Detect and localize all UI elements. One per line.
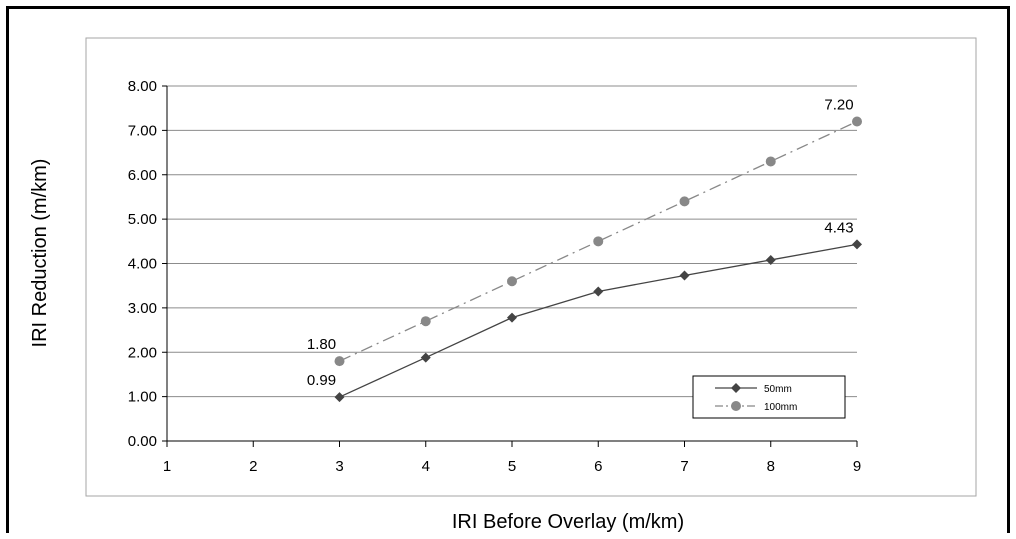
y-tick-label: 5.00 — [128, 211, 157, 228]
y-tick-label: 2.00 — [128, 344, 157, 361]
x-tick-label: 7 — [680, 458, 688, 475]
data-point-100mm — [334, 356, 345, 367]
data-point-50mm — [765, 254, 776, 265]
data-label: 1.80 — [307, 336, 336, 353]
y-tick-label: 4.00 — [128, 256, 157, 273]
data-point-100mm — [852, 116, 862, 127]
y-tick-label: 7.00 — [128, 122, 157, 139]
legend-label: 100mm — [764, 402, 797, 413]
x-tick-labels: 1 2 3 4 5 6 7 8 9 — [163, 458, 861, 475]
data-point-50mm — [852, 239, 862, 250]
x-tick-label: 4 — [422, 458, 430, 475]
x-tick-label: 6 — [594, 458, 602, 475]
data-point-100mm — [679, 196, 690, 207]
x-tick-label: 8 — [767, 458, 775, 475]
gridlines — [167, 85, 857, 398]
axes — [162, 85, 858, 447]
data-label: 7.20 — [824, 97, 853, 114]
legend-marker — [731, 401, 741, 411]
x-tick-label: 2 — [249, 458, 257, 475]
data-label: 0.99 — [307, 372, 336, 389]
chart-frame — [6, 6, 1010, 533]
data-labels: 0.99 4.43 1.80 7.20 — [307, 97, 854, 390]
y-tick-labels: 0.00 1.00 2.00 3.00 4.00 5.00 6.00 7.00 8.00 — [128, 78, 157, 450]
data-point-50mm — [334, 392, 345, 403]
y-tick-label: 3.00 — [128, 300, 157, 317]
data-point-100mm — [507, 276, 517, 287]
y-tick-label: 8.00 — [128, 78, 157, 95]
data-point-50mm — [593, 286, 604, 297]
data-point-50mm — [679, 270, 690, 281]
x-tick-label: 5 — [508, 458, 516, 475]
x-axis-title: IRI Before Overlay (m/km) — [452, 511, 684, 533]
plot-area-border — [85, 37, 977, 497]
y-axis-title: IRI Reduction (m/km) — [29, 159, 51, 348]
legend: 50mm 100mm — [692, 375, 846, 419]
y-tick-label: 6.00 — [128, 167, 157, 184]
data-label: 4.43 — [824, 219, 853, 236]
series-group — [334, 116, 862, 403]
legend-box — [692, 375, 846, 419]
x-tick-label: 9 — [853, 458, 861, 475]
data-point-50mm — [507, 312, 517, 323]
data-point-100mm — [593, 236, 604, 247]
legend-marker — [731, 383, 741, 393]
series-line-50mm — [339, 243, 858, 398]
y-tick-label: 0.00 — [128, 433, 157, 450]
x-tick-label: 3 — [335, 458, 343, 475]
x-tick-label: 1 — [163, 458, 171, 475]
data-point-100mm — [420, 316, 431, 327]
data-point-50mm — [420, 352, 431, 363]
data-point-100mm — [765, 156, 776, 167]
y-tick-label: 1.00 — [128, 389, 157, 406]
legend-label: 50mm — [764, 384, 792, 395]
